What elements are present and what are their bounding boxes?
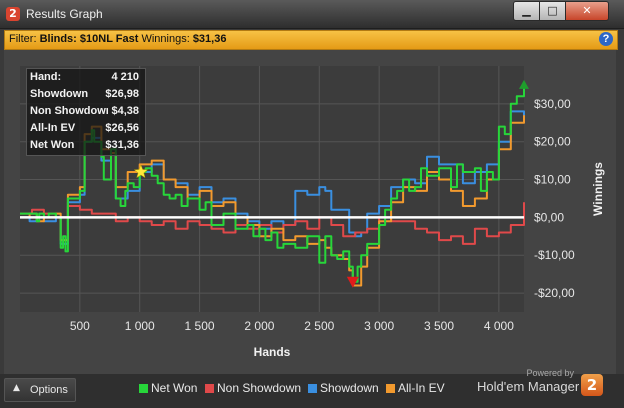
legend-swatch [139, 384, 148, 393]
legend-label: Showdown [320, 381, 379, 395]
legend-swatch [386, 384, 395, 393]
chevron-up-icon: ▲ [13, 383, 20, 393]
filter-prefix: Filter: [9, 33, 40, 45]
stat-label: Showdown [30, 88, 89, 100]
stat-row-non-showdown: Non Showdown $4,38 [30, 103, 142, 120]
stat-label: Net Won [30, 139, 75, 151]
filter-winnings-value: $31,36 [192, 33, 227, 45]
legend-label: Non Showdown [217, 381, 302, 395]
y-tick-label: -$20,00 [534, 286, 575, 300]
stat-value: $31,36 [105, 139, 139, 151]
stat-label: Non Showdown [30, 105, 108, 117]
stat-label: All-In EV [30, 122, 76, 134]
stat-row-all-in-ev: All-In EV $26,56 [30, 120, 142, 137]
x-tick-label: 1 000 [125, 319, 155, 333]
brand-logo-icon: 2 [581, 374, 603, 396]
x-tick-label: 500 [70, 319, 90, 333]
x-tick-label: 2 000 [244, 319, 274, 333]
bottom-bar: ▲ Options Net Won Non Showdown Showdown … [0, 374, 624, 408]
powered-by-label: Powered by [526, 368, 574, 378]
max-marker-icon [519, 79, 529, 89]
legend-label: All-In EV [398, 381, 445, 395]
help-icon[interactable]: ? [599, 32, 613, 46]
stat-value: $4,38 [111, 105, 139, 117]
y-tick-label: $30,00 [534, 97, 571, 111]
legend-swatch [205, 384, 214, 393]
stat-value: $26,98 [105, 88, 139, 100]
stat-value: $26,56 [105, 122, 139, 134]
y-tick-label: $10,00 [534, 173, 571, 187]
x-tick-label: 2 500 [304, 319, 334, 333]
stats-tooltip: Hand: 4 210 Showdown $26,98 Non Showdown $4… [26, 68, 146, 156]
stat-value: 4 210 [111, 71, 139, 83]
stat-row-hand: Hand: 4 210 [30, 69, 142, 86]
filter-bar[interactable]: Filter: Blinds: $10NL Fast Winnings: $31… [4, 30, 618, 50]
window-title: Results Graph [26, 7, 103, 21]
y-axis-label: Winnings [591, 162, 605, 216]
options-button[interactable]: ▲ Options [4, 378, 76, 402]
x-tick-label: 1 500 [185, 319, 215, 333]
min-marker-icon [346, 276, 359, 288]
highlight-star-icon [133, 164, 149, 179]
legend-label: Net Won [151, 381, 198, 395]
stat-label: Hand: [30, 71, 62, 83]
x-tick-label: 3 500 [424, 319, 454, 333]
stat-row-net-won: Net Won $31,36 [30, 137, 142, 154]
y-tick-label: $0,00 [534, 210, 564, 224]
legend-swatch [308, 384, 317, 393]
stat-row-showdown: Showdown $26,98 [30, 86, 142, 103]
app-logo-icon: 2 [6, 7, 20, 21]
filter-blinds: Blinds: $10NL Fast [39, 33, 139, 45]
brand-name: Hold'em Manager [477, 379, 580, 394]
filter-text: Filter: Blinds: $10NL Fast Winnings: $31… [9, 33, 226, 45]
y-tick-label: $20,00 [534, 135, 571, 149]
maximize-button[interactable]: □ [539, 1, 566, 21]
filter-winnings-prefix: Winnings: [138, 33, 193, 45]
title-bar: 2 Results Graph ▁ □ ✕ [0, 0, 624, 29]
x-tick-label: 3 000 [364, 319, 394, 333]
y-tick-label: -$10,00 [534, 248, 575, 262]
x-axis-label: Hands [254, 345, 291, 359]
minimize-button[interactable]: ▁ [513, 1, 540, 21]
options-label: Options [30, 384, 68, 396]
x-tick-label: 4 000 [484, 319, 514, 333]
close-button[interactable]: ✕ [565, 1, 609, 21]
